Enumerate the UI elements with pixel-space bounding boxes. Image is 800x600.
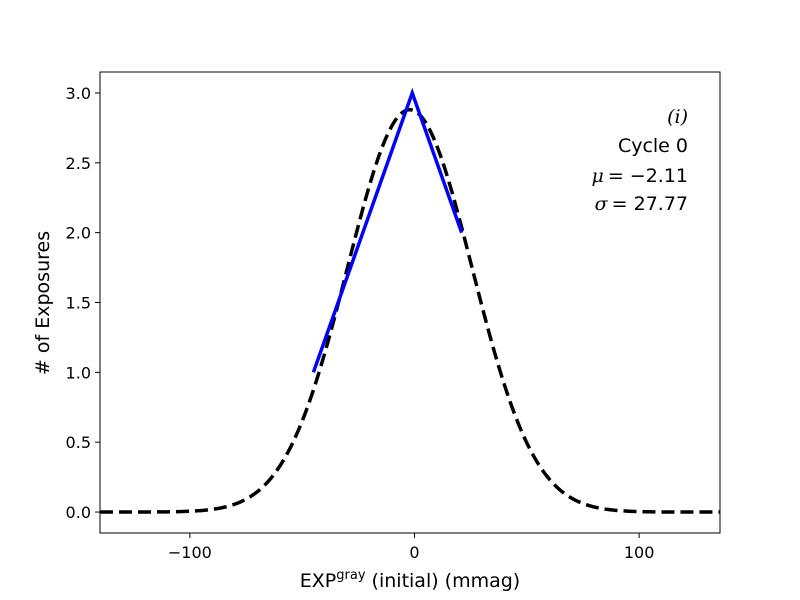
gaussian-fit-line	[100, 107, 720, 514]
x-tick-label: −100	[168, 543, 212, 562]
sigma-symbol: σ	[595, 193, 609, 215]
mu-symbol: μ	[591, 165, 603, 187]
plot-area	[100, 87, 720, 514]
x-axis-label-main: EXP	[300, 570, 336, 592]
sigma-label: σ = 27.77	[595, 193, 688, 215]
histogram-line	[311, 87, 464, 373]
y-tick-label: 2.0	[66, 224, 91, 243]
mu-value: = −2.11	[608, 165, 688, 187]
sigma-value: = 27.77	[612, 193, 688, 215]
y-tick-label: 0.5	[66, 433, 91, 452]
x-axis: −100 0 100	[168, 533, 655, 562]
y-tick-label: 3.0	[66, 84, 91, 103]
x-tick-label: 100	[624, 543, 655, 562]
y-tick-label: 2.5	[66, 154, 91, 173]
y-tick-label: 1.5	[66, 294, 91, 313]
panel-label: (i)	[667, 106, 688, 128]
x-axis-label-superscript: gray	[336, 568, 366, 583]
x-axis-label-rest: (initial) (mmag)	[366, 570, 521, 592]
y-axis: 0.0 0.5 1.0 1.5 2.0 2.5 3.0	[66, 84, 100, 522]
x-axis-label: EXPgray (initial) (mmag)	[300, 568, 520, 592]
x-tick-label: 0	[409, 543, 419, 562]
annotation-box: (i) Cycle 0 μ = −2.11 σ = 27.77	[591, 106, 688, 215]
y-axis-label: # of Exposures	[32, 231, 54, 375]
mu-label: μ = −2.11	[591, 165, 688, 187]
cycle-label: Cycle 0	[618, 135, 688, 157]
y-tick-label: 0.0	[66, 503, 91, 522]
y-tick-label: 1.0	[66, 363, 91, 382]
